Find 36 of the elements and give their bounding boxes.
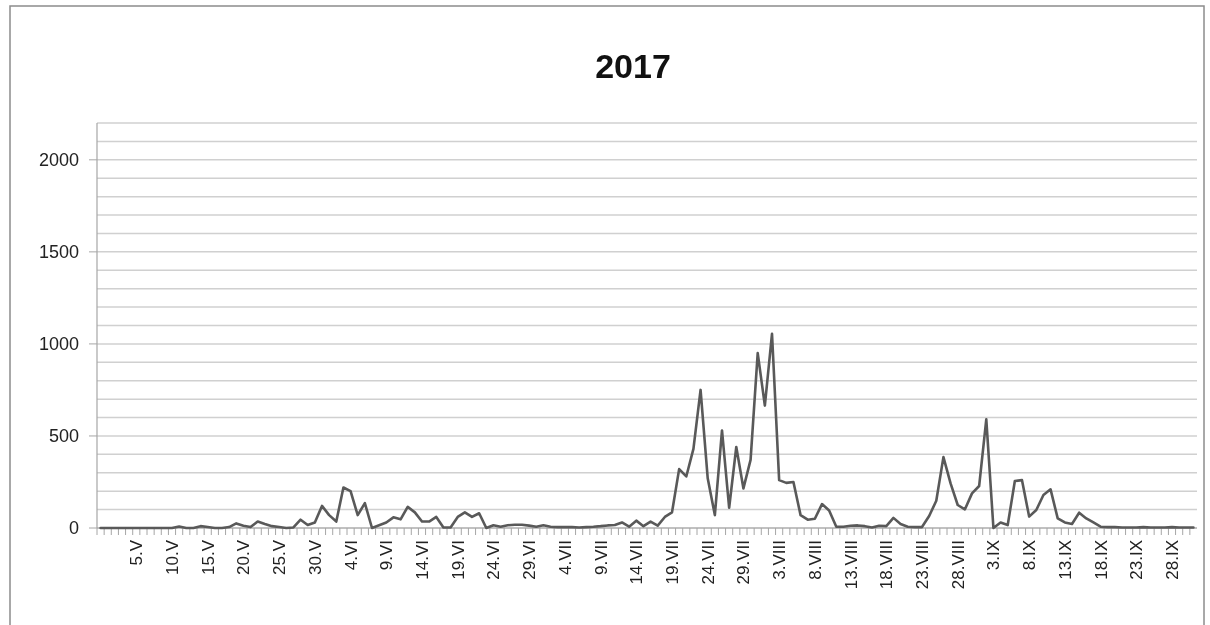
chart-title: 2017 bbox=[595, 47, 671, 85]
x-tick-label: 9.VII bbox=[591, 540, 611, 575]
x-tick-label: 30.V bbox=[305, 539, 325, 575]
x-tick-label: 20.V bbox=[234, 539, 254, 575]
x-tick-label: 18.IX bbox=[1091, 540, 1111, 580]
x-tick-label: 19.VI bbox=[448, 540, 468, 580]
x-tick-label: 25.V bbox=[270, 539, 290, 575]
x-tick-label: 14.VI bbox=[413, 540, 432, 580]
x-tick-label: 4.VI bbox=[341, 540, 361, 571]
x-tick-label: 18.VIII bbox=[877, 540, 897, 590]
x-tick-label: 23.VIII bbox=[913, 540, 932, 590]
x-tick-label: 9.VI bbox=[377, 540, 397, 571]
y-tick-label: 500 bbox=[48, 426, 79, 447]
x-tick-label: 13.IX bbox=[1055, 540, 1075, 580]
x-tick-label: 28.VIII bbox=[948, 540, 968, 590]
x-tick-label: 3.IX bbox=[984, 540, 1004, 571]
x-tick-label: 8.VIII bbox=[805, 540, 825, 580]
x-tick-label: 13.VIII bbox=[841, 540, 861, 590]
x-tick-label: 15.V bbox=[198, 539, 218, 575]
x-tick-label: 14.VII bbox=[627, 540, 647, 585]
x-tick-label: 29.VI bbox=[520, 540, 540, 580]
x-tick-label: 8.IX bbox=[1020, 540, 1040, 571]
x-tick-label: 24.VI bbox=[484, 540, 504, 580]
x-tick-label: 24.VII bbox=[698, 540, 718, 585]
x-tick-label: 3.VIII bbox=[770, 540, 790, 580]
x-tick-label: 23.IX bbox=[1127, 540, 1147, 580]
y-tick-label: 2000 bbox=[38, 150, 79, 171]
y-tick-label: 1000 bbox=[38, 334, 79, 355]
x-tick-label: 29.VII bbox=[734, 540, 754, 585]
x-tick-label: 28.IX bbox=[1163, 540, 1182, 580]
x-tick-label: 5.V bbox=[127, 539, 147, 566]
x-tick-label: 10.V bbox=[163, 539, 182, 575]
x-tick-label: 19.VII bbox=[663, 540, 682, 585]
x-tick-label: 4.VII bbox=[555, 540, 575, 575]
y-tick-label: 0 bbox=[68, 518, 79, 539]
y-tick-label: 1500 bbox=[38, 242, 79, 263]
